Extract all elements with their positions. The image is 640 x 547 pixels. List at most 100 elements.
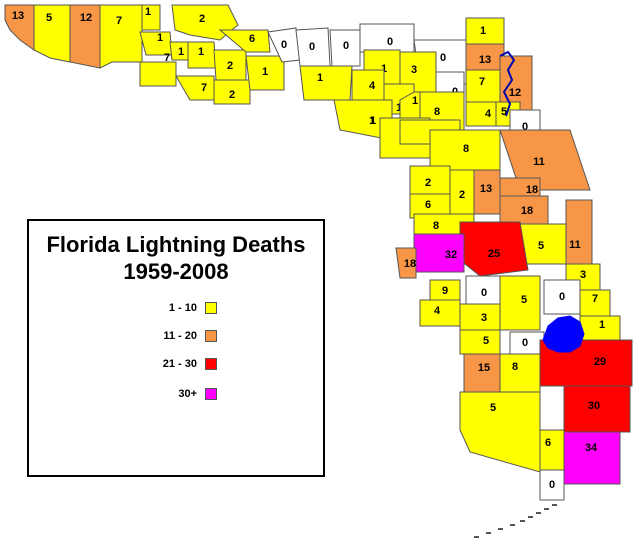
county-count-label: 2 [425,177,431,189]
st-johns-river [499,50,516,117]
county-count-label: 1 [381,63,387,75]
county-count-label: 1 [178,46,184,58]
key-island [528,516,533,518]
county-count-label: 30 [588,400,600,412]
county-count-label: 5 [483,335,489,347]
county-count-label: 0 [309,41,315,53]
legend-item-1-10: 1 - 10 [29,301,323,315]
county-count-label: 11 [569,239,581,251]
legend-item-11-20: 11 - 20 [29,329,323,343]
county-20 [299,65,353,101]
county-51 [395,247,417,279]
county-count-label: 9 [442,285,448,297]
county-count-label: 8 [434,106,440,118]
county-count-label: 2 [199,13,205,25]
county-65 [499,353,541,393]
county-count-label: 18 [526,184,538,196]
county-count-label: 13 [480,183,492,195]
county-count-label: 7 [479,76,485,88]
county-count-label: 1 [369,115,375,127]
county-count-label: 1 [262,66,268,78]
county-count-label: 4 [369,80,376,92]
county-count-label: 7 [116,15,122,27]
county-count-label: 2 [459,189,465,201]
county-count-label: 0 [522,337,528,349]
county-count-label: 1 [317,72,323,84]
county-35 [465,17,505,45]
county-11 [175,75,215,101]
county-39 [499,129,591,191]
county-count-label: 12 [509,87,521,99]
county-count-label: 0 [481,287,487,299]
county-12 [213,79,251,105]
county-count-label: 1 [198,46,204,58]
county-count-label: 25 [488,248,500,260]
county-count-label: 29 [594,356,606,368]
county-count-label: 1 [157,32,163,44]
legend-title-line2: 1959-2008 [123,259,229,284]
county-count-label: 3 [481,312,487,324]
county-count-label: 18 [404,258,416,270]
county-count-label: 0 [281,39,287,51]
county-count-label: 0 [522,121,528,133]
key-island [498,528,503,530]
county-count-label: 5 [46,12,52,24]
legend-title-line1: Florida Lightning Deaths [46,232,306,257]
county-count-label: 0 [549,479,555,491]
county-count-label: 18 [521,205,533,217]
county-61 [459,329,501,355]
county-count-label: 2 [229,89,235,101]
county-count-label: 1 [412,95,418,107]
legend-item-30-plus: 30+ [29,387,323,401]
legend-item-label: 21 - 30 [162,358,197,370]
county-count-label: 34 [585,442,598,454]
legend-item-label: 11 - 20 [163,330,197,342]
county-4 [141,4,161,31]
county-count-label: 0 [559,291,565,303]
key-island [520,520,525,522]
county-69 [539,469,565,501]
county-count-label: 2 [227,60,233,72]
county-count-label: 15 [478,362,490,374]
legend-title: Florida Lightning Deaths 1959-2008 [29,231,323,285]
county-count-label: 1 [145,6,151,18]
county-8 [139,61,177,87]
county-layer: 1351271211712726100000113410118113712451… [4,4,633,501]
legend-item-21-30: 21 - 30 [29,357,323,371]
county-count-label: 8 [512,361,518,373]
county-count-label: 6 [249,33,255,45]
county-count-label: 7 [201,82,207,94]
county-count-label: 6 [545,437,551,449]
county-count-label: 3 [411,64,417,76]
county-33 [465,101,497,127]
florida-keys [474,504,557,538]
county-count-label: 3 [580,269,586,281]
county-49 [565,199,593,265]
key-island [486,532,491,534]
legend-swatch [205,330,217,342]
key-island [474,536,479,538]
county-3 [99,4,143,69]
county-70 [563,431,621,485]
lake-okeechobee [542,315,585,353]
legend: Florida Lightning Deaths 1959-2008 1 - 1… [27,219,325,477]
county-count-label: 4 [485,108,492,120]
county-count-label: 8 [463,143,469,155]
county-count-label: 5 [490,402,496,414]
county-count-label: 0 [387,36,393,48]
key-island [552,504,557,506]
county-count-label: 1 [599,319,605,331]
county-13 [218,29,271,53]
county-66 [459,391,541,473]
county-count-label: 13 [12,10,24,22]
legend-swatch [205,302,217,314]
key-island [544,508,549,510]
county-count-label: 6 [425,199,431,211]
county-count-label: 13 [479,54,491,66]
county-count-label: 0 [440,52,446,64]
county-count-label: 1 [370,115,376,127]
county-count-label: 0 [343,40,349,52]
legend-item-label: 30+ [178,388,197,400]
county-count-label: 11 [533,156,545,168]
